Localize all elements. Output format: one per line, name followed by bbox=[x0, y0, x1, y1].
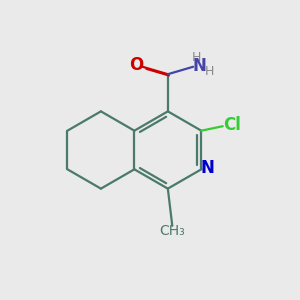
Text: H: H bbox=[191, 51, 201, 64]
Text: N: N bbox=[193, 57, 207, 75]
Text: Cl: Cl bbox=[224, 116, 242, 134]
Text: N: N bbox=[201, 159, 215, 177]
Text: CH₃: CH₃ bbox=[159, 224, 185, 238]
Text: H: H bbox=[205, 65, 214, 78]
Text: O: O bbox=[129, 56, 143, 74]
